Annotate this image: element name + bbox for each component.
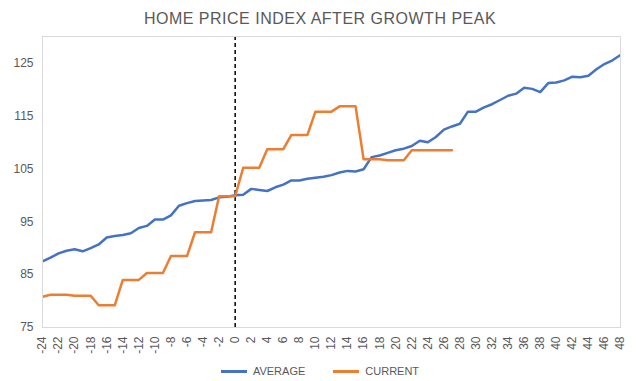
- svg-text:-18: -18: [84, 336, 98, 354]
- svg-text:28: 28: [453, 336, 467, 350]
- svg-text:30: 30: [469, 336, 483, 350]
- svg-text:-22: -22: [51, 336, 65, 354]
- svg-text:0: 0: [228, 336, 242, 343]
- svg-text:-4: -4: [196, 336, 210, 347]
- svg-text:8: 8: [292, 336, 306, 343]
- svg-text:40: 40: [549, 336, 563, 350]
- svg-text:38: 38: [533, 336, 547, 350]
- svg-text:32: 32: [485, 336, 499, 350]
- svg-text:-20: -20: [67, 336, 81, 354]
- svg-text:-8: -8: [164, 336, 178, 347]
- svg-text:34: 34: [501, 336, 515, 350]
- svg-text:14: 14: [340, 336, 354, 350]
- svg-text:26: 26: [437, 336, 451, 350]
- svg-text:16: 16: [356, 336, 370, 350]
- svg-text:44: 44: [581, 336, 595, 350]
- svg-text:20: 20: [389, 336, 403, 350]
- svg-text:-16: -16: [100, 336, 114, 354]
- html-text:HOME PRICE INDEX AFTER GROWTH: HOME PRICE INDEX AFTER GROWTH PEAK: [143, 10, 497, 27]
- svg-text:105: 105: [13, 162, 33, 176]
- svg-text:125: 125: [13, 56, 33, 70]
- svg-text:36: 36: [517, 336, 531, 350]
- svg-text:-10: -10: [148, 336, 162, 354]
- svg-text:95: 95: [20, 215, 34, 229]
- svg-text:18: 18: [373, 336, 387, 350]
- svg-text:46: 46: [597, 336, 611, 350]
- html-text:CURRENT: CURRENT: [365, 365, 420, 377]
- svg-text:22: 22: [405, 336, 419, 350]
- html-text:AVERAGE: AVERAGE: [252, 365, 306, 377]
- svg-text:4: 4: [260, 336, 274, 343]
- svg-text:48: 48: [613, 336, 627, 350]
- svg-text:-12: -12: [132, 336, 146, 354]
- svg-text:2: 2: [244, 336, 258, 343]
- svg-text:-24: -24: [35, 336, 49, 354]
- svg-text:85: 85: [20, 267, 34, 281]
- svg-text:-14: -14: [116, 336, 130, 354]
- svg-text:75: 75: [20, 320, 34, 334]
- svg-text:115: 115: [14, 109, 33, 123]
- svg-text:24: 24: [421, 336, 435, 350]
- svg-text:6: 6: [276, 336, 290, 343]
- svg-text:-2: -2: [212, 336, 226, 347]
- svg-text:-6: -6: [180, 336, 194, 347]
- svg-text:42: 42: [565, 336, 579, 350]
- svg-text:12: 12: [324, 336, 338, 350]
- svg-text:10: 10: [308, 336, 322, 350]
